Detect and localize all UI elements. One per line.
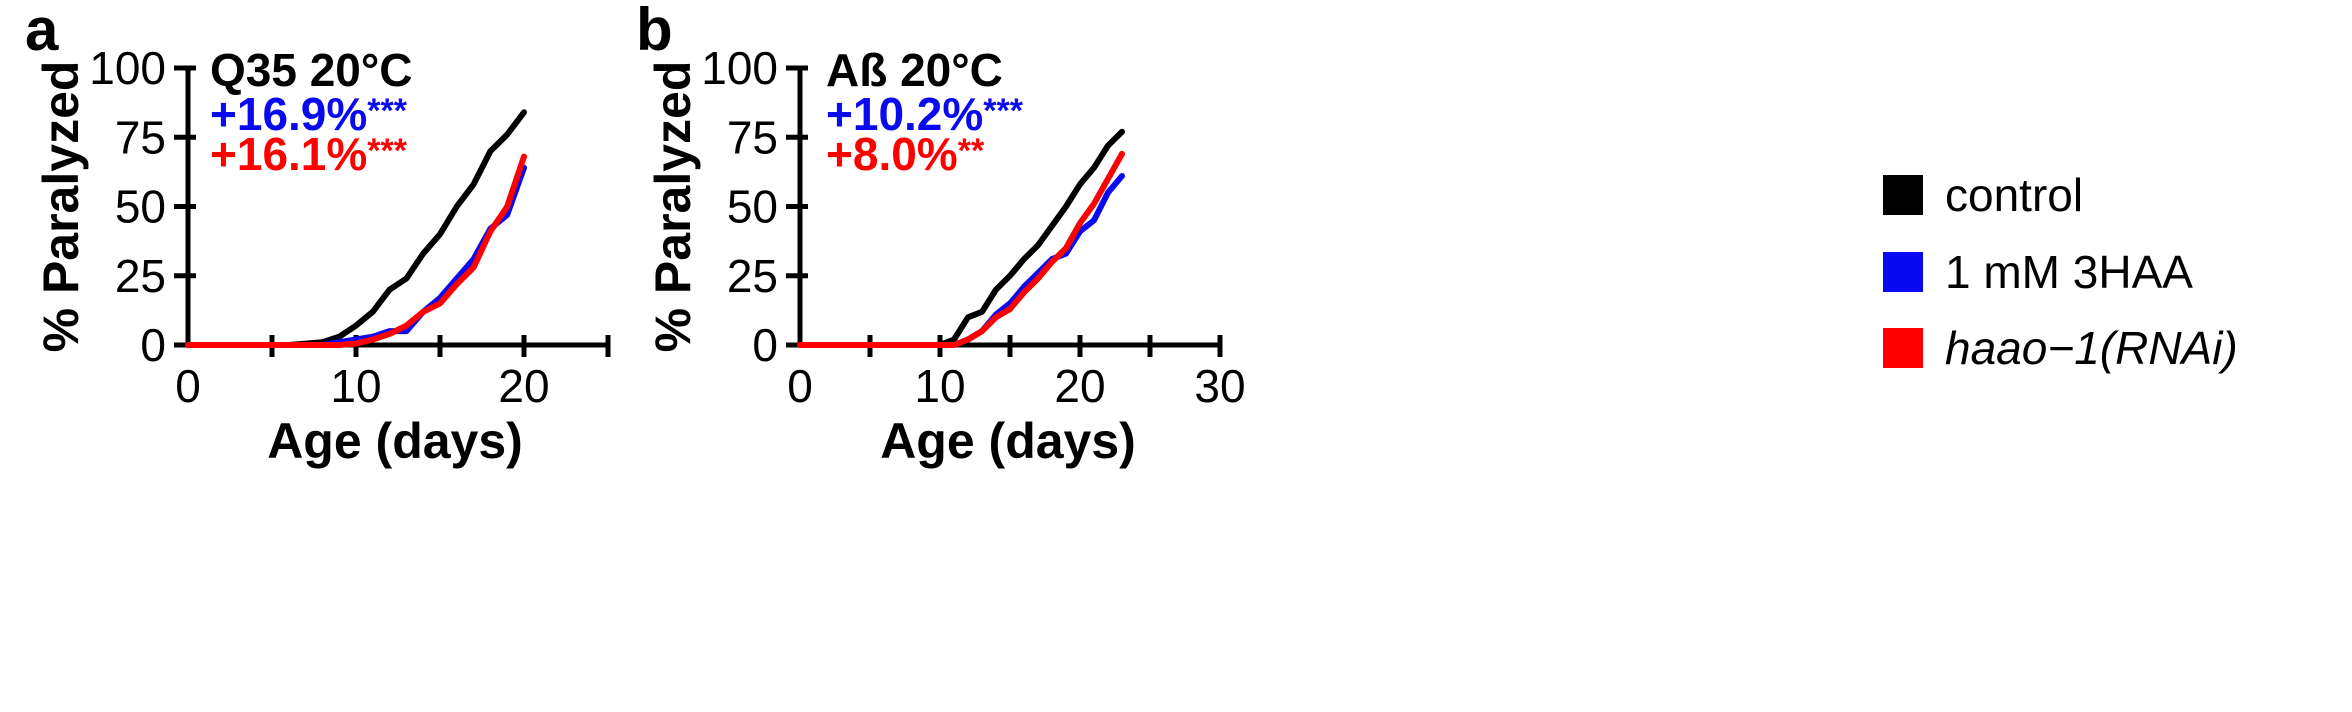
annotation-0: Q35 20°C bbox=[210, 44, 413, 96]
x-tick-label: 20 bbox=[498, 360, 549, 412]
legend-label-0: control bbox=[1945, 169, 2083, 221]
annotation-1: +16.9%*** bbox=[210, 88, 408, 140]
y-tick-label: 25 bbox=[727, 250, 778, 302]
annotation-value: Q35 20°C bbox=[210, 44, 413, 96]
annotation-significance: ** bbox=[958, 132, 985, 170]
legend: control 1 mM 3HAA haao−1(RNAi) bbox=[1883, 169, 2238, 374]
x-axis-title: Age (days) bbox=[267, 413, 523, 469]
annotation-significance: *** bbox=[983, 92, 1023, 130]
y-tick-label: 100 bbox=[89, 42, 166, 94]
x-axis-title: Age (days) bbox=[880, 413, 1136, 469]
y-tick-label: 50 bbox=[727, 181, 778, 233]
y-tick-label: 0 bbox=[140, 319, 166, 371]
series-line-2 bbox=[185, 153, 527, 348]
y-tick-label: 0 bbox=[752, 319, 778, 371]
legend-swatch-2 bbox=[1883, 328, 1923, 368]
annotation-significance: *** bbox=[367, 92, 407, 130]
series-line-1 bbox=[185, 164, 527, 348]
panel-b-chart: b 0 10 20 30 0 25 50 75 100 Age (days) % Paralyzed A… bbox=[636, 0, 1246, 469]
legend-label-2: haao−1(RNAi) bbox=[1945, 322, 2238, 374]
annotation-2: +8.0%** bbox=[826, 128, 985, 180]
y-tick-label: 50 bbox=[115, 181, 166, 233]
panel-label: b bbox=[636, 0, 673, 63]
legend-swatch-0 bbox=[1883, 175, 1923, 215]
annotation-value: Aß 20°C bbox=[826, 44, 1003, 96]
x-tick-label: 10 bbox=[914, 360, 965, 412]
annotation-1: +10.2%*** bbox=[826, 88, 1024, 140]
panel-a-chart: a 0 10 20 0 25 50 75 100 Age (days) % Paralyzed Q35… bbox=[25, 0, 611, 469]
annotation-value: +16.1% bbox=[210, 128, 367, 180]
annotation-value: +16.9% bbox=[210, 88, 367, 140]
y-tick-label: 75 bbox=[115, 111, 166, 163]
legend-swatch-1 bbox=[1883, 252, 1923, 292]
y-axis-title: % Paralyzed bbox=[645, 61, 701, 353]
series-line-2 bbox=[797, 150, 1125, 348]
y-tick-label: 75 bbox=[727, 111, 778, 163]
annotation-value: +8.0% bbox=[826, 128, 958, 180]
x-tick-label: 30 bbox=[1194, 360, 1245, 412]
x-tick-label: 0 bbox=[787, 360, 813, 412]
y-axis-title: % Paralyzed bbox=[33, 61, 89, 353]
annotation-2: +16.1%*** bbox=[210, 128, 408, 180]
x-tick-label: 0 bbox=[175, 360, 201, 412]
annotation-0: Aß 20°C bbox=[826, 44, 1003, 96]
x-tick-label: 10 bbox=[330, 360, 381, 412]
annotation-value: +10.2% bbox=[826, 88, 983, 140]
y-tick-label: 100 bbox=[701, 42, 778, 94]
x-tick-label: 20 bbox=[1054, 360, 1105, 412]
panel-label: a bbox=[25, 0, 59, 63]
annotation-significance: *** bbox=[367, 132, 407, 170]
y-tick-label: 25 bbox=[115, 250, 166, 302]
series-line-1 bbox=[797, 173, 1125, 348]
legend-label-1: 1 mM 3HAA bbox=[1945, 246, 2193, 298]
